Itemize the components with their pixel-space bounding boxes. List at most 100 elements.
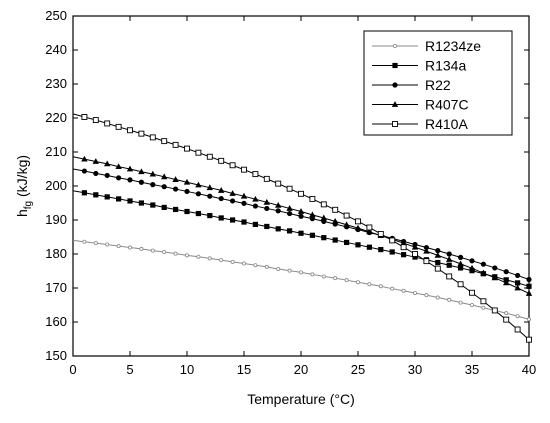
data-point — [104, 194, 110, 200]
data-point — [184, 145, 190, 152]
data-point — [195, 191, 201, 197]
data-point — [93, 192, 99, 198]
data-point — [525, 290, 533, 296]
data-point — [423, 258, 430, 265]
data-point — [230, 198, 236, 204]
data-point — [480, 261, 486, 267]
data-point — [435, 295, 440, 300]
data-point — [138, 168, 145, 175]
data-point — [150, 202, 156, 208]
y-tick-label: 230 — [45, 76, 67, 91]
data-point — [240, 192, 248, 199]
data-point — [149, 170, 156, 177]
data-point — [320, 214, 327, 221]
data-point — [184, 253, 189, 258]
x-tick-label: 40 — [522, 362, 536, 377]
data-point — [207, 256, 212, 261]
data-point — [241, 200, 247, 206]
data-point — [309, 232, 315, 238]
data-point — [458, 254, 464, 260]
data-point — [514, 284, 521, 291]
data-point — [275, 208, 281, 214]
data-point — [276, 266, 281, 271]
data-point — [354, 224, 362, 231]
data-point — [515, 314, 520, 319]
data-point — [218, 215, 224, 221]
data-point — [218, 195, 224, 202]
data-point — [458, 300, 463, 305]
data-point — [161, 204, 167, 211]
data-point — [264, 205, 270, 212]
data-point — [389, 249, 395, 255]
data-point — [252, 171, 259, 178]
data-point — [184, 188, 190, 195]
data-point — [366, 224, 373, 231]
data-point — [446, 273, 453, 280]
data-point — [298, 213, 304, 219]
data-point — [150, 182, 156, 188]
data-point — [343, 221, 350, 228]
data-point — [149, 134, 156, 141]
data-point — [207, 212, 213, 219]
data-point — [423, 247, 430, 254]
data-point — [298, 230, 304, 236]
data-point — [195, 149, 202, 156]
data-point — [401, 252, 407, 258]
data-point — [81, 114, 88, 120]
x-tick-label: 20 — [294, 362, 308, 377]
data-point — [458, 265, 464, 271]
data-point — [230, 217, 236, 223]
data-point — [196, 254, 201, 259]
data-point — [435, 248, 441, 254]
data-point — [286, 205, 293, 211]
data-point — [309, 216, 315, 222]
data-point — [412, 291, 417, 296]
series-line-r1234ze — [72, 239, 530, 320]
data-point — [241, 166, 247, 173]
data-point — [104, 172, 110, 179]
data-point — [469, 302, 474, 307]
data-point — [161, 173, 168, 180]
data-point — [469, 289, 475, 296]
data-point — [275, 226, 281, 232]
data-point — [139, 246, 144, 251]
legend-marker-r410a — [392, 121, 398, 127]
y-axis-ticks: 150 160 170 180 190 200 210 220 230 240 250 — [45, 8, 529, 363]
data-point — [491, 307, 498, 314]
data-point — [162, 249, 167, 254]
series-line-r410a — [72, 113, 530, 341]
y-axis-label: hfg (kJ/kg) — [14, 155, 34, 217]
data-point — [457, 281, 464, 288]
data-point — [503, 269, 509, 275]
data-point — [275, 180, 282, 187]
data-point — [127, 245, 132, 250]
legend-box — [363, 30, 513, 136]
data-point — [127, 198, 133, 204]
data-point — [526, 336, 532, 343]
data-point — [390, 286, 395, 291]
data-point — [252, 195, 259, 202]
data-point — [253, 263, 258, 268]
y-tick-label: 240 — [45, 42, 67, 57]
data-point — [173, 186, 179, 192]
data-point — [344, 278, 349, 283]
data-point — [481, 305, 486, 310]
data-point — [492, 265, 498, 271]
data-point — [309, 195, 316, 202]
x-tick-label: 35 — [465, 362, 479, 377]
data-point — [446, 251, 452, 257]
data-point — [207, 193, 213, 199]
data-point — [93, 241, 98, 246]
data-point — [298, 190, 304, 197]
data-point — [105, 242, 110, 247]
data-point — [218, 157, 225, 164]
data-point — [446, 256, 453, 262]
data-point — [115, 123, 122, 130]
x-tick-label: 10 — [180, 362, 194, 377]
data-point — [333, 276, 338, 281]
legend-label-r134a: R134a — [425, 58, 466, 74]
data-point — [515, 272, 521, 279]
y-tick-label: 150 — [45, 348, 67, 363]
